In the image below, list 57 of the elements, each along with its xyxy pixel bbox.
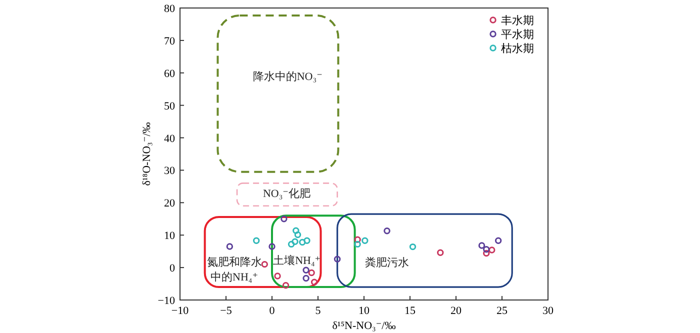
point <box>294 231 302 238</box>
x-tick-label: 25 <box>496 305 508 317</box>
y-tick-label: 10 <box>164 230 176 242</box>
point <box>302 266 310 274</box>
annotation: 粪肥污水 <box>365 256 409 270</box>
point <box>304 237 310 244</box>
x-tick-label: 10 <box>358 305 370 317</box>
legend-label: 平水期 <box>501 28 534 41</box>
point <box>354 240 361 248</box>
x-tick-label: 0 <box>269 305 276 317</box>
point <box>354 236 361 244</box>
point <box>483 246 490 253</box>
x-axis-title: δ¹⁵N-NO₃⁻/‰ <box>332 320 396 332</box>
annotation: 土壤NH₄⁺ <box>273 254 321 268</box>
point <box>483 250 490 257</box>
point <box>261 260 268 268</box>
point <box>384 228 390 234</box>
point <box>274 272 281 280</box>
x-tick-label: 30 <box>542 305 554 317</box>
y-tick-label: 80 <box>164 3 176 15</box>
y-tick-label: 70 <box>164 35 176 48</box>
y-tick-label: 50 <box>164 100 176 112</box>
y-tick-label: 0 <box>170 262 176 275</box>
point <box>280 216 288 222</box>
point <box>437 249 444 256</box>
point <box>292 238 298 245</box>
point <box>292 227 300 234</box>
point <box>478 242 486 249</box>
point <box>282 282 290 289</box>
point <box>268 243 276 250</box>
x-tick-label: 20 <box>450 305 462 317</box>
point <box>488 246 496 254</box>
x-tick-label: −5 <box>220 305 232 317</box>
point <box>494 237 502 244</box>
y-axis-title: δ¹⁸O-NO₃⁻/‰ <box>141 122 153 186</box>
point <box>226 243 234 250</box>
point <box>310 278 318 286</box>
legend-label: 枯水期 <box>501 42 534 55</box>
annotation: 氮肥和降水中的NH₄⁺ <box>206 256 262 284</box>
annotation: 降水中的NO₃⁻ <box>252 70 323 84</box>
x-tick-label: 15 <box>404 305 416 317</box>
point <box>334 256 341 262</box>
legend-label: 丰水期 <box>501 14 534 27</box>
point <box>288 240 295 248</box>
point <box>308 269 315 276</box>
y-tick-label: 20 <box>164 198 176 210</box>
point <box>299 238 306 246</box>
x-tick-label: 5 <box>315 305 322 317</box>
annotation: NO₃⁻化肥 <box>262 188 310 200</box>
point <box>253 237 260 244</box>
y-tick-label: −10 <box>158 295 176 307</box>
point <box>362 237 368 244</box>
y-tick-label: 30 <box>164 165 176 178</box>
y-tick-label: 40 <box>164 132 176 145</box>
y-tick-label: 60 <box>164 68 176 80</box>
point <box>302 274 310 282</box>
point <box>409 243 416 250</box>
